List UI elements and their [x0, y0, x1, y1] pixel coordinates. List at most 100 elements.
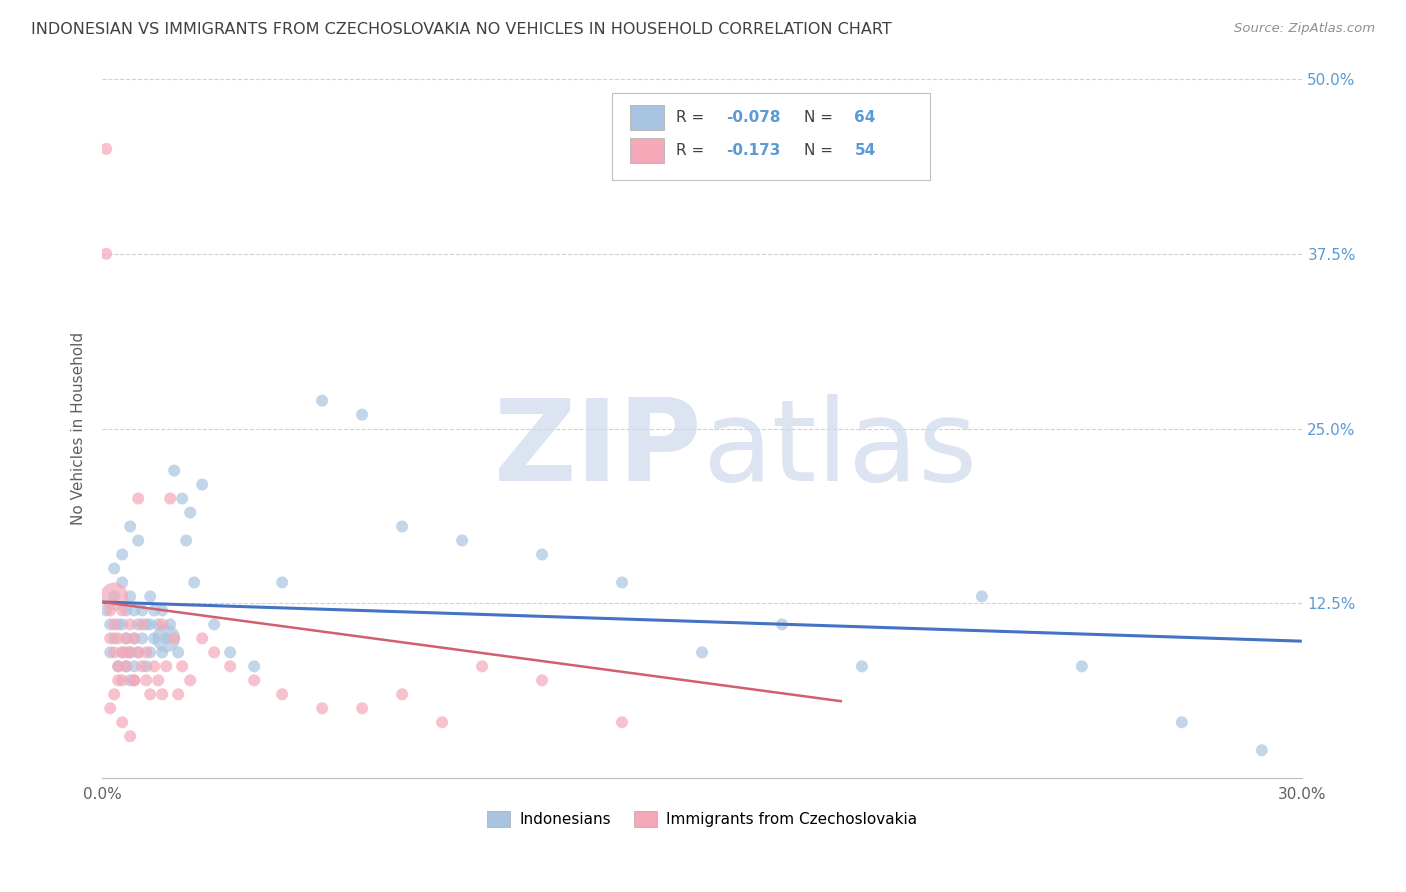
Text: N =: N = [804, 143, 838, 158]
Point [96, 603, 118, 617]
Point [122, 632, 145, 646]
Point [970, 590, 993, 604]
Point [107, 673, 129, 688]
Point [610, 575, 633, 590]
FancyBboxPatch shape [612, 93, 929, 180]
Point [135, 659, 157, 673]
Point [219, 645, 242, 659]
Y-axis label: No Vehicles in Household: No Vehicles in Household [72, 332, 86, 525]
Text: 54: 54 [855, 143, 876, 158]
Point [115, 632, 138, 646]
Text: -0.173: -0.173 [725, 143, 780, 158]
Point [127, 617, 149, 632]
Point [451, 533, 474, 548]
Point [311, 701, 333, 715]
Point [150, 617, 173, 632]
Point [1171, 715, 1194, 730]
Point [148, 617, 170, 632]
Text: INDONESIAN VS IMMIGRANTS FROM CZECHOSLOVAKIA NO VEHICLES IN HOUSEHOLD CORRELATIO: INDONESIAN VS IMMIGRANTS FROM CZECHOSLOV… [31, 22, 891, 37]
Point [115, 632, 138, 646]
Point [135, 673, 157, 688]
Point [430, 715, 453, 730]
Point [107, 617, 129, 632]
Point [120, 729, 142, 743]
Point [120, 519, 142, 533]
Point [155, 632, 177, 646]
Point [111, 617, 134, 632]
Point [243, 659, 266, 673]
Point [111, 645, 134, 659]
Point [122, 603, 145, 617]
Point [111, 645, 134, 659]
Text: R =: R = [676, 143, 709, 158]
Point [120, 673, 142, 688]
Point [352, 408, 374, 422]
Point [127, 645, 149, 659]
Point [111, 603, 134, 617]
Point [98, 701, 121, 715]
Point [111, 548, 134, 562]
Point [103, 687, 125, 701]
Point [98, 603, 121, 617]
Text: Source: ZipAtlas.com: Source: ZipAtlas.com [1234, 22, 1375, 36]
Text: ZIP: ZIP [494, 394, 702, 505]
Point [120, 590, 142, 604]
Point [111, 575, 134, 590]
Point [103, 632, 125, 646]
Point [135, 645, 157, 659]
Point [163, 464, 186, 478]
Point [202, 645, 225, 659]
Point [139, 687, 162, 701]
Bar [630, 105, 664, 130]
Point [115, 645, 138, 659]
Point [471, 659, 494, 673]
Point [103, 590, 125, 604]
Point [150, 603, 173, 617]
Point [122, 659, 145, 673]
Point [163, 632, 186, 646]
Point [770, 617, 793, 632]
Point [98, 632, 121, 646]
Text: atlas: atlas [702, 394, 977, 505]
Point [1250, 743, 1272, 757]
Point [122, 673, 145, 688]
Point [174, 533, 197, 548]
Point [107, 632, 129, 646]
Point [191, 477, 214, 491]
Point [107, 659, 129, 673]
Point [103, 645, 125, 659]
Text: -0.078: -0.078 [725, 110, 780, 125]
Text: 64: 64 [855, 110, 876, 125]
Point [172, 491, 194, 506]
Point [115, 659, 138, 673]
Point [271, 575, 294, 590]
Point [851, 659, 873, 673]
Point [120, 645, 142, 659]
Point [96, 142, 118, 156]
Point [122, 632, 145, 646]
Text: N =: N = [804, 110, 838, 125]
Point [115, 659, 138, 673]
Point [120, 617, 142, 632]
Point [98, 617, 121, 632]
Point [191, 632, 214, 646]
Point [115, 603, 138, 617]
Point [139, 617, 162, 632]
Point [122, 673, 145, 688]
Point [1070, 659, 1092, 673]
Point [391, 519, 413, 533]
Point [311, 393, 333, 408]
Point [391, 687, 413, 701]
Point [131, 632, 153, 646]
Point [243, 673, 266, 688]
Point [111, 715, 134, 730]
Point [96, 247, 118, 261]
Point [127, 491, 149, 506]
Point [150, 687, 173, 701]
Legend: Indonesians, Immigrants from Czechoslovakia: Indonesians, Immigrants from Czechoslova… [481, 805, 922, 833]
Point [183, 575, 205, 590]
Point [179, 506, 201, 520]
Point [155, 632, 177, 646]
Point [202, 617, 225, 632]
Point [127, 645, 149, 659]
